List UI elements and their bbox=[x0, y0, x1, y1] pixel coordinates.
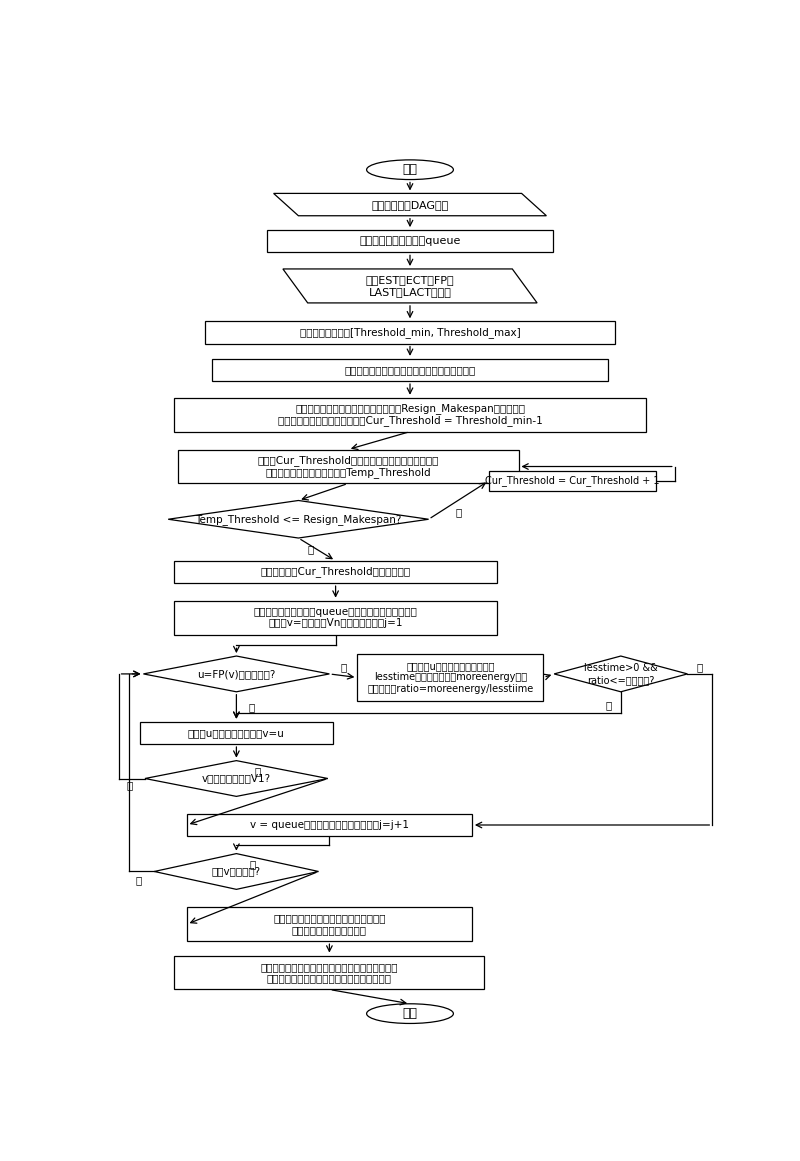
Bar bbox=[358, 655, 543, 701]
Text: v是否为开始任务V1?: v是否为开始任务V1? bbox=[202, 773, 271, 784]
Text: 否: 否 bbox=[136, 875, 142, 886]
Text: 返回当前阈值Cur_Threshold作为最佳阈值: 返回当前阈值Cur_Threshold作为最佳阈值 bbox=[261, 567, 410, 577]
Bar bbox=[174, 956, 485, 989]
Text: 否: 否 bbox=[455, 507, 462, 517]
Text: 从第一个分组开始，将各分组中的所有任
务调度到任一空闲处理器上: 从第一个分组开始，将各分组中的所有任 务调度到任一空闲处理器上 bbox=[273, 914, 386, 935]
Text: v = queue序列中下一个未分组任务，j=j+1: v = queue序列中下一个未分组任务，j=j+1 bbox=[250, 820, 409, 830]
Text: 计算阈值取值范围[Threshold_min, Threshold_max]: 计算阈值取值范围[Threshold_min, Threshold_max] bbox=[300, 327, 520, 338]
Polygon shape bbox=[283, 269, 537, 303]
Bar bbox=[211, 359, 609, 381]
Text: 是: 是 bbox=[250, 859, 256, 870]
Bar bbox=[489, 471, 656, 491]
Ellipse shape bbox=[366, 160, 454, 180]
Text: 是: 是 bbox=[254, 766, 261, 777]
Text: 获取初始任务调度序列queue: 获取初始任务调度序列queue bbox=[359, 236, 461, 246]
Polygon shape bbox=[274, 194, 546, 216]
Text: 否: 否 bbox=[249, 701, 255, 712]
Polygon shape bbox=[154, 853, 318, 889]
Text: 读有向无环图DAG文件: 读有向无环图DAG文件 bbox=[371, 200, 449, 210]
Bar bbox=[178, 449, 518, 483]
Text: lesstime>0 &&
ratio<=最佳阈值?: lesstime>0 && ratio<=最佳阈值? bbox=[584, 663, 658, 685]
Bar bbox=[140, 722, 333, 744]
Text: 根据阈值取值范围，计算并行任务调度长度范围: 根据阈值取值范围，计算并行任务调度长度范围 bbox=[344, 365, 476, 375]
Text: 确定任务在各电压下的执行时间，动态调节处理器
电压并控制任务在对应电压下的执行时间长度: 确定任务在各电压下的执行时间，动态调节处理器 电压并控制任务在对应电压下的执行时… bbox=[261, 961, 398, 983]
Text: 否: 否 bbox=[126, 780, 133, 791]
Text: u=FP(v)是否已分组?: u=FP(v)是否已分组? bbox=[198, 669, 275, 679]
Text: 指定一个满足系统性能要求的调度长度Resign_Makespan，从小到大
遍历所有阈值，初始化当前阈值Cur_Threshold = Threshold_mi: 指定一个满足系统性能要求的调度长度Resign_Makespan，从小到大 遍历… bbox=[278, 403, 542, 426]
Bar bbox=[187, 907, 472, 942]
Text: 复制任务u，计算减小的调度长度
lesstime以及增加的能耗moreenergy，记
能耗时间比ratio=moreenergy/lesstiime: 复制任务u，计算减小的调度长度 lesstime以及增加的能耗moreenerg… bbox=[367, 661, 534, 694]
Text: 是: 是 bbox=[340, 662, 346, 672]
Bar bbox=[174, 398, 646, 432]
Bar bbox=[267, 230, 553, 252]
Text: 开始: 开始 bbox=[402, 164, 418, 176]
Text: Temp_Threshold <= Resign_Makespan?: Temp_Threshold <= Resign_Makespan? bbox=[195, 514, 402, 525]
Text: 将任务u分配到当前分组，v=u: 将任务u分配到当前分组，v=u bbox=[188, 728, 285, 738]
Polygon shape bbox=[554, 656, 687, 692]
Text: 否: 否 bbox=[697, 662, 703, 672]
Text: 计算EST、ECT、FP、
LAST、LACT参数值: 计算EST、ECT、FP、 LAST、LACT参数值 bbox=[366, 275, 454, 297]
Polygon shape bbox=[145, 760, 328, 796]
Ellipse shape bbox=[366, 1004, 454, 1024]
Polygon shape bbox=[168, 500, 429, 538]
Text: 遍历初始任务调度序列queue中的所有任务，初始化当
前任务v=出口任务Vn，当前分组编号j=1: 遍历初始任务调度序列queue中的所有任务，初始化当 前任务v=出口任务Vn，当… bbox=[254, 607, 418, 628]
Bar bbox=[174, 561, 497, 583]
Text: 在阈值Cur_Threshold下，利用调度算法对任务进行分
组、调度，获取当前调度长度Temp_Threshold: 在阈值Cur_Threshold下，利用调度算法对任务进行分 组、调度，获取当前… bbox=[258, 455, 438, 478]
Text: 结束: 结束 bbox=[402, 1007, 418, 1021]
Bar bbox=[187, 814, 472, 836]
Bar bbox=[174, 600, 497, 635]
Text: Cur_Threshold = Cur_Threshold + 1: Cur_Threshold = Cur_Threshold + 1 bbox=[485, 475, 660, 486]
Polygon shape bbox=[143, 656, 330, 692]
Text: 任务v是否为空?: 任务v是否为空? bbox=[212, 866, 261, 877]
Text: 是: 是 bbox=[308, 545, 314, 555]
Bar bbox=[206, 322, 614, 344]
Text: 是: 是 bbox=[606, 700, 611, 711]
